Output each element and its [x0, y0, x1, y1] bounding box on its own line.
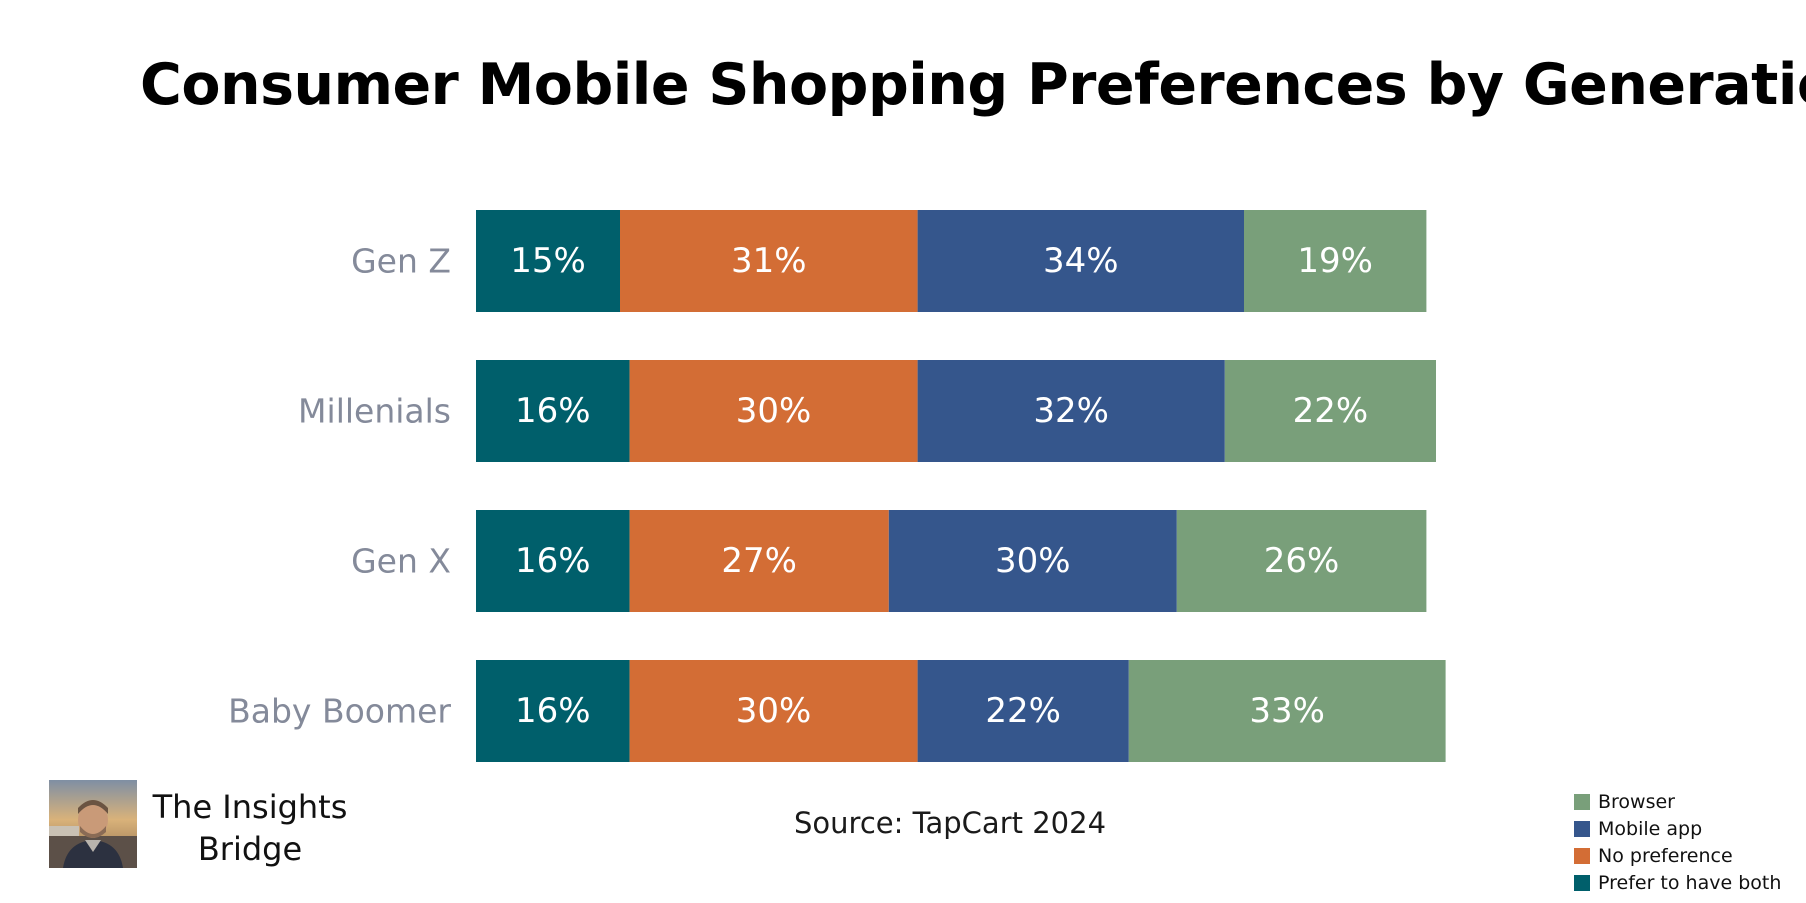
bar-baby-boomer-browser [1128, 660, 1446, 762]
brand-name-line1: The Insights [152, 788, 348, 826]
legend-swatch-mobile-app [1574, 820, 1590, 837]
legend-swatch-browser [1574, 793, 1590, 810]
bar-baby-boomer-prefer-to-have-both [476, 660, 630, 762]
data-label-millenials-prefer-to-have-both: 16% [515, 391, 591, 431]
data-label-gen-x-no-preference: 27% [721, 541, 797, 581]
author-avatar [49, 780, 137, 868]
bar-gen-z-mobile-app [917, 210, 1244, 312]
data-label-gen-z-mobile-app: 34% [1043, 241, 1119, 281]
legend-item-no-preference: No preference [1574, 842, 1781, 869]
data-label-gen-x-mobile-app: 30% [995, 541, 1071, 581]
bar-gen-z-prefer-to-have-both [476, 210, 620, 312]
bar-gen-z-no-preference [620, 210, 918, 312]
data-label-gen-z-prefer-to-have-both: 15% [510, 241, 586, 281]
brand-name-line2: Bridge [197, 830, 303, 868]
legend-item-browser: Browser [1574, 788, 1781, 815]
bar-gen-x-browser [1176, 510, 1427, 612]
data-label-baby-boomer-mobile-app: 22% [985, 691, 1061, 731]
bar-millenials-no-preference [629, 360, 918, 462]
data-label-gen-x-browser: 26% [1264, 541, 1340, 581]
category-label-gen-z: Gen Z [351, 242, 451, 281]
legend-label-mobile-app: Mobile app [1598, 817, 1703, 840]
bar-millenials-prefer-to-have-both [476, 360, 630, 462]
legend-swatch-prefer-to-have-both [1574, 874, 1590, 891]
category-label-millenials: Millenials [298, 392, 451, 431]
bar-gen-x-mobile-app [888, 510, 1177, 612]
data-label-gen-x-prefer-to-have-both: 16% [515, 541, 591, 581]
source-note: Source: TapCart 2024 [794, 806, 1107, 840]
chart-legend: Browser Mobile app No preference Prefer to … [1574, 788, 1781, 896]
legend-label-prefer-to-have-both: Prefer to have both [1598, 871, 1782, 894]
chart-title: Consumer Mobile Shopping Preferences by … [140, 52, 1806, 118]
legend-item-prefer-to-have-both: Prefer to have both [1574, 869, 1781, 896]
data-label-gen-z-browser: 19% [1297, 241, 1373, 281]
data-label-millenials-mobile-app: 32% [1033, 391, 1109, 431]
data-label-baby-boomer-prefer-to-have-both: 16% [515, 691, 591, 731]
bar-baby-boomer-no-preference [629, 660, 918, 762]
data-label-gen-z-no-preference: 31% [731, 241, 807, 281]
bar-gen-z-browser [1244, 210, 1427, 312]
legend-label-no-preference: No preference [1598, 844, 1733, 867]
category-label-baby-boomer: Baby Boomer [228, 692, 451, 731]
bar-gen-x-prefer-to-have-both [476, 510, 630, 612]
data-label-millenials-browser: 22% [1293, 391, 1369, 431]
bar-millenials-browser [1224, 360, 1436, 462]
data-label-baby-boomer-browser: 33% [1249, 691, 1325, 731]
data-label-millenials-no-preference: 30% [736, 391, 812, 431]
bar-millenials-mobile-app [917, 360, 1225, 462]
bar-gen-x-no-preference [629, 510, 889, 612]
brand-name: The Insights Bridge [150, 786, 350, 870]
bar-baby-boomer-mobile-app [917, 660, 1129, 762]
legend-item-mobile-app: Mobile app [1574, 815, 1781, 842]
category-label-gen-x: Gen X [351, 542, 451, 581]
data-label-baby-boomer-no-preference: 30% [736, 691, 812, 731]
legend-swatch-no-preference [1574, 847, 1590, 864]
legend-label-browser: Browser [1598, 790, 1675, 813]
